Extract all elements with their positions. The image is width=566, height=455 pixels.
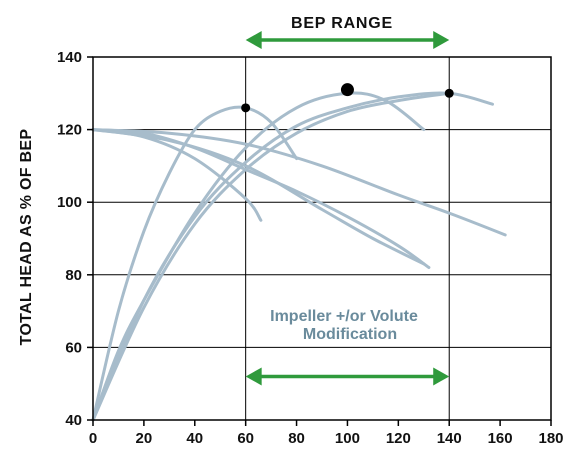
plot-frame bbox=[87, 56, 552, 426]
grid bbox=[93, 56, 551, 421]
bep-range-label: BEP RANGE bbox=[291, 15, 393, 32]
x-tick-label: 160 bbox=[488, 430, 513, 447]
y-tick-label: 60 bbox=[65, 339, 82, 356]
y-tick-label: 100 bbox=[57, 194, 82, 211]
y-axis-label: TOTAL HEAD AS % OF BEP bbox=[18, 129, 35, 346]
x-tick-label: 140 bbox=[437, 430, 462, 447]
pump-curve-5 bbox=[91, 91, 494, 422]
bep-point bbox=[340, 83, 354, 97]
bep-point bbox=[444, 88, 454, 98]
plot-border bbox=[92, 56, 552, 421]
x-tick-label: 0 bbox=[89, 430, 97, 447]
pump-curve-6 bbox=[91, 128, 507, 237]
bep-points bbox=[241, 83, 454, 113]
x-tick-label: 80 bbox=[288, 430, 305, 447]
pump-curve-8 bbox=[91, 128, 426, 266]
tick-labels: 0 20 40 60 80 100 120 140 160 180 40 60 80 100 120 140 bbox=[57, 49, 564, 447]
y-tick-label: 40 bbox=[65, 412, 82, 429]
pump-curve-3 bbox=[91, 91, 426, 422]
x-tick-label: 20 bbox=[136, 430, 153, 447]
modification-label-line1: Impeller +/or Volute bbox=[270, 308, 418, 325]
bep-range-arrow-head-left bbox=[245, 31, 262, 49]
pump-curves bbox=[91, 91, 507, 422]
x-tick-label: 40 bbox=[186, 430, 203, 447]
modification-arrow bbox=[245, 367, 450, 386]
y-tick-label: 120 bbox=[57, 122, 82, 139]
range-arrows bbox=[245, 31, 450, 386]
y-tick-label: 140 bbox=[57, 49, 82, 66]
x-tick-label: 120 bbox=[386, 430, 411, 447]
bep-range-arrow-head-right bbox=[433, 31, 450, 49]
modification-arrow-head-left bbox=[245, 367, 262, 386]
modification-arrow-head-right bbox=[433, 367, 450, 386]
x-tick-label: 60 bbox=[237, 430, 254, 447]
x-tick-label: 180 bbox=[538, 430, 563, 447]
bep-point bbox=[241, 103, 251, 113]
y-tick-label: 80 bbox=[65, 267, 82, 284]
x-tick-label: 100 bbox=[335, 430, 360, 447]
modification-label-line2: Modification bbox=[303, 326, 397, 343]
bep-range-arrow bbox=[245, 31, 450, 49]
